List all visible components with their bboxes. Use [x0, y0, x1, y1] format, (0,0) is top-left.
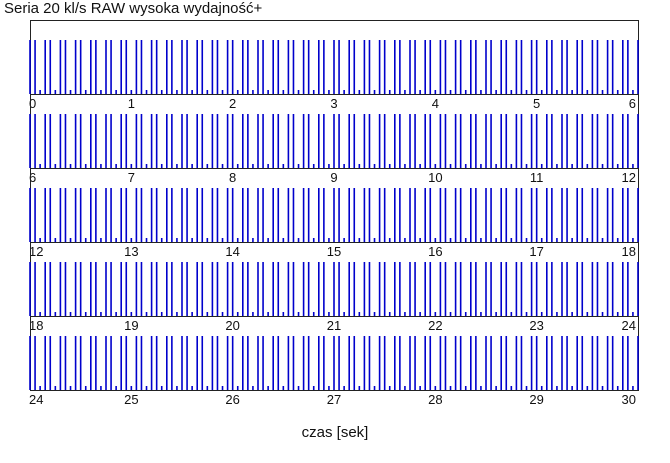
x-tick-label: 9 — [330, 170, 337, 185]
x-tick-label: 7 — [128, 170, 135, 185]
x-tick-label: 14 — [225, 244, 239, 259]
x-tick-label: 4 — [432, 96, 439, 111]
x-tick-label: 27 — [327, 392, 341, 407]
x-tick-label: 13 — [124, 244, 138, 259]
x-tick-label: 30 — [622, 392, 636, 407]
timeline-row: 24 25 26 27 28 29 30 — [29, 316, 639, 407]
x-tick-label: 1 — [128, 96, 135, 111]
x-tick-label: 5 — [533, 96, 540, 111]
x-tick-label: 18 — [29, 318, 43, 333]
x-tick-label: 22 — [428, 318, 442, 333]
timeline-row: 18 19 20 21 22 23 24 — [29, 242, 639, 333]
x-tick-label: 0 — [29, 96, 36, 111]
x-tick-label: 20 — [225, 318, 239, 333]
x-tick-label: 8 — [229, 170, 236, 185]
timeline-row: 12 13 14 15 16 17 18 — [29, 168, 639, 259]
x-tick-label: 19 — [124, 318, 138, 333]
x-tick-label: 17 — [529, 244, 543, 259]
x-tick-label: 11 — [530, 170, 544, 185]
x-tick-label: 12 — [622, 170, 636, 185]
timeline-row: 0 1 2 3 4 5 6 — [29, 20, 639, 111]
x-tick-label: 24 — [29, 392, 43, 407]
x-tick-label: 24 — [622, 318, 636, 333]
x-axis-label: czas [sek] — [301, 424, 369, 441]
x-tick-label: 29 — [529, 392, 543, 407]
x-tick-label: 26 — [225, 392, 239, 407]
x-tick-label: 2 — [229, 96, 236, 111]
x-tick-label: 6 — [629, 96, 636, 111]
x-tick-label: 16 — [428, 244, 442, 259]
x-tick-label: 10 — [428, 170, 442, 185]
x-tick-label: 23 — [529, 318, 543, 333]
timeline-row: 6 7 8 9 10 11 12 — [29, 94, 639, 185]
chart-title: Seria 20 kl/s RAW wysoka wydajność+ — [4, 0, 263, 17]
x-tick-label: 6 — [29, 170, 36, 185]
x-tick-label: 3 — [330, 96, 337, 111]
x-tick-label: 18 — [622, 244, 636, 259]
x-tick-label: 25 — [124, 392, 138, 407]
x-tick-label: 12 — [29, 244, 43, 259]
x-tick-label: 21 — [327, 318, 341, 333]
x-tick-label: 15 — [327, 244, 341, 259]
x-tick-label: 28 — [428, 392, 442, 407]
